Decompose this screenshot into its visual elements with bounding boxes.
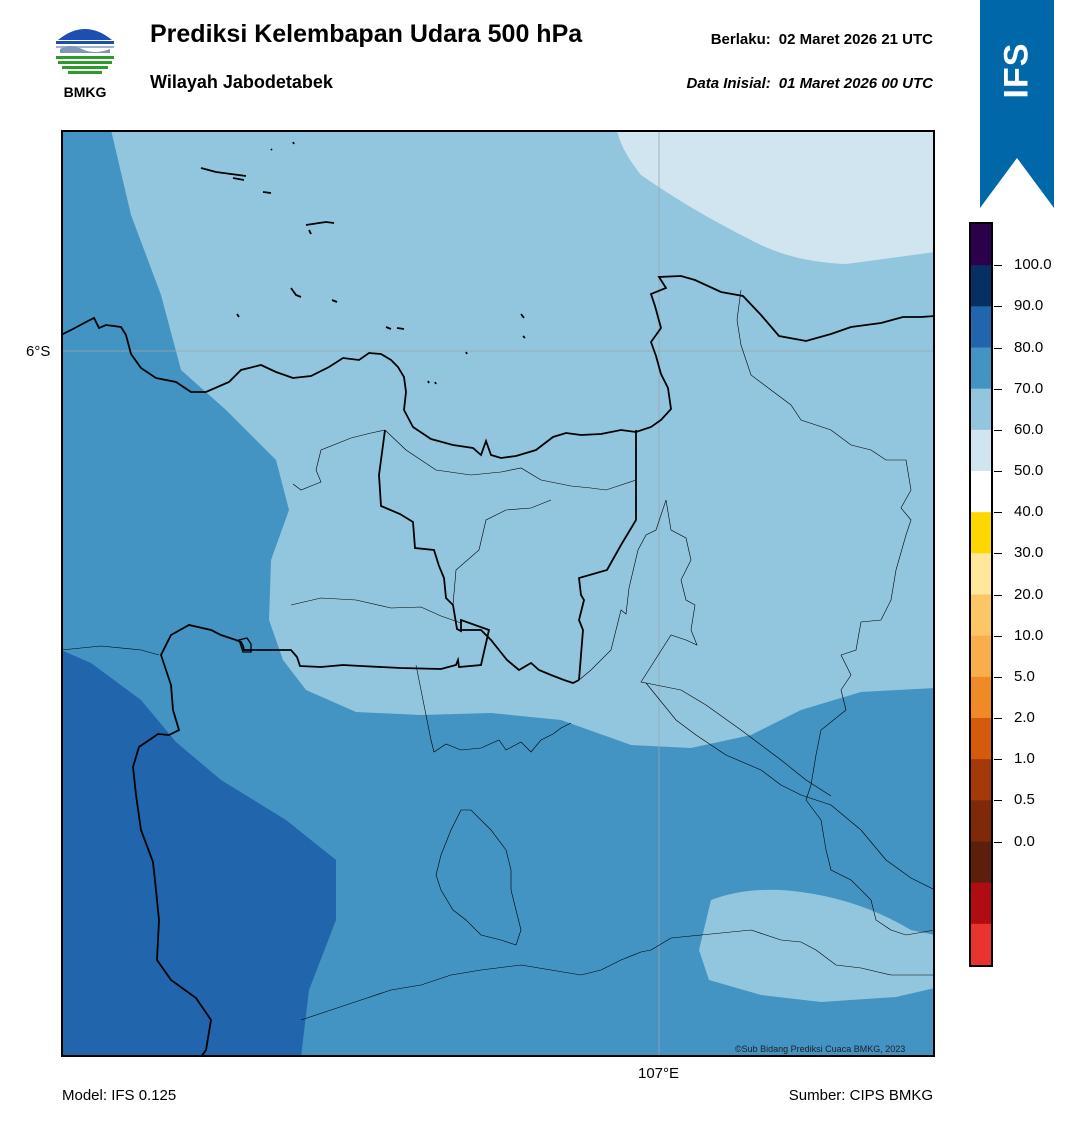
colorbar-label: 30.0 (1014, 544, 1044, 562)
colorbar-segment (971, 471, 991, 513)
valid-time: Berlaku: 02 Maret 2026 21 UTC (711, 31, 933, 48)
colorbar-label: 0.0 (1014, 832, 1035, 850)
map-subtitle: Wilayah Jabodetabek (150, 72, 333, 92)
colorbar-segment (971, 265, 991, 307)
colorbar-label: 5.0 (1014, 667, 1035, 685)
colorbar-tick (994, 388, 1002, 390)
colorbar-tick (994, 512, 1002, 514)
jakarta-border (461, 629, 580, 684)
colorbar-label: 10.0 (1014, 626, 1044, 644)
colorbar-label: 2.0 (1014, 709, 1035, 726)
province-border (235, 429, 491, 670)
colorbar-segment (971, 553, 991, 595)
colorbar-segment (971, 429, 991, 472)
colorbar-tick (994, 471, 1002, 472)
colorbar-tick (994, 676, 1002, 678)
colorbar-label: 60.0 (1014, 420, 1044, 438)
colorbar-tick (994, 841, 1002, 843)
rh-zone-60-70 (111, 130, 935, 748)
colorbar-segment (971, 923, 991, 966)
colorbar-label: 40.0 (1014, 503, 1044, 521)
rh-zone-50-60 (617, 130, 935, 264)
province-border-east (578, 430, 637, 681)
colorbar-segment (971, 635, 991, 678)
colorbar-segment (971, 224, 991, 266)
colorbar-label: 90.0 (1014, 297, 1044, 315)
colorbar-tick (994, 347, 1002, 349)
colorbar-segment (971, 841, 991, 884)
colorbar-segment (971, 512, 991, 554)
colorbar-tick (994, 594, 1002, 596)
rh-zone-60-70-south (699, 889, 935, 1002)
ifs-badge (980, 0, 1054, 208)
colorbar-label: 50.0 (1014, 462, 1044, 479)
colorbar-tick (994, 718, 1002, 719)
model-label: Model: IFS 0.125 (62, 1087, 177, 1104)
colorbar-tick (994, 265, 1002, 267)
regency-borders (61, 289, 935, 1021)
colorbar-segment (971, 388, 991, 431)
colorbar-tick (994, 635, 1002, 637)
map-title: Prediksi Kelembapan Udara 500 hPa (150, 20, 583, 48)
colorbar-label: 70.0 (1014, 379, 1044, 397)
colorbar (969, 222, 993, 967)
colorbar-tick (994, 553, 1002, 555)
colorbar-label: 80.0 (1014, 338, 1044, 356)
colorbar-tick (994, 759, 1002, 761)
colorbar-label: 100.0 (1014, 256, 1052, 274)
humidity-map (61, 130, 935, 1057)
banten-border (132, 624, 237, 1057)
islands (200, 141, 526, 385)
colorbar-tick (994, 800, 1002, 802)
colorbar-segment (971, 594, 991, 637)
colorbar-label: 20.0 (1014, 585, 1044, 603)
colorbar-segment (971, 347, 991, 390)
valid-value: 02 Maret 2026 21 UTC (778, 31, 933, 48)
colorbar-segment (971, 882, 991, 925)
rh-zone-80-90 (61, 650, 336, 1057)
source-label: Sumber: CIPS BMKG (788, 1087, 933, 1104)
colorbar-segment (971, 306, 991, 348)
latitude-label: 6°S (26, 343, 51, 360)
init-time: Data Inisial: 01 Maret 2026 00 UTC (687, 75, 933, 92)
colorbar-segment (971, 676, 991, 719)
colorbar-tick (994, 429, 1002, 431)
longitude-label: 107°E (638, 1065, 680, 1082)
logo-text: BMKG (63, 84, 107, 100)
colorbar-label: 0.5 (1014, 791, 1035, 809)
coastline (61, 275, 935, 459)
init-label: Data Inisial: (686, 75, 771, 92)
bmkg-logo-icon (55, 23, 115, 83)
ifs-badge-label: IFS (997, 42, 1036, 98)
valid-label: Berlaku: (710, 31, 771, 48)
copyright-text: ©Sub Bidang Prediksi Cuaca BMKG, 2023 (735, 1044, 906, 1054)
colorbar-tick (994, 306, 1002, 308)
colorbar-segment (971, 759, 991, 801)
lake-outline (238, 637, 252, 653)
colorbar-label: 1.0 (1014, 750, 1035, 768)
colorbar-segment (971, 800, 991, 842)
init-value: 01 Maret 2026 00 UTC (778, 75, 933, 92)
colorbar-segment (971, 718, 991, 760)
